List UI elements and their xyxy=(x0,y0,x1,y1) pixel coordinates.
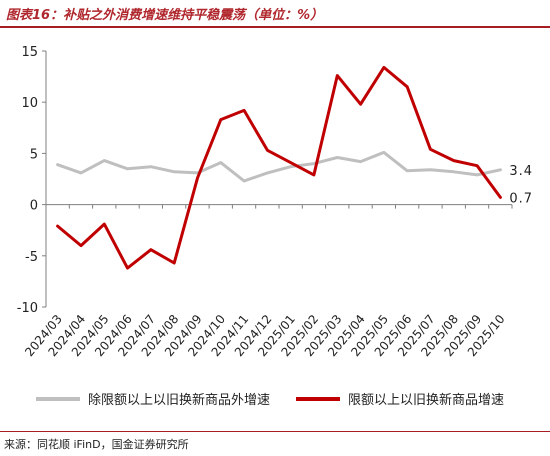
y-tick-label: -10 xyxy=(17,301,38,316)
series-layer xyxy=(56,65,502,270)
legend-swatch-tradein xyxy=(296,396,340,401)
source-note: 来源：同花顺 iFinD，国金证券研究所 xyxy=(4,438,189,451)
chart-axes: -10-50510152024/032024/042024/052024/062… xyxy=(17,45,513,359)
figure-title: 图表16：补贴之外消费增速维持平稳震荡（单位：%） xyxy=(6,8,324,23)
legend-item-tradein: 限额以上以旧换新商品增速 xyxy=(296,389,504,408)
top-rule xyxy=(0,26,550,28)
labels-layer: 3.4 0.7 xyxy=(509,164,533,207)
legend: 除限额以上以旧换新商品外增速 限额以上以旧换新商品增速 xyxy=(0,389,550,408)
series-line-tradein xyxy=(56,65,502,270)
bottom-rule xyxy=(0,431,550,432)
end-label-non-tradein: 3.4 xyxy=(509,164,533,179)
y-tick-label: 10 xyxy=(21,96,38,111)
series-line-non-tradein xyxy=(56,150,502,183)
y-tick-label: 0 xyxy=(30,199,38,214)
y-tick-label: -5 xyxy=(25,250,38,265)
legend-item-non-tradein: 除限额以上以旧换新商品外增速 xyxy=(36,389,270,408)
legend-label-tradein: 限额以上以旧换新商品增速 xyxy=(348,393,505,408)
legend-label-non-tradein: 除限额以上以旧换新商品外增速 xyxy=(88,393,271,408)
line-chart: -10-50510152024/032024/042024/052024/062… xyxy=(17,45,533,359)
legend-swatch-non-tradein xyxy=(36,396,80,401)
y-tick-label: 5 xyxy=(30,147,38,162)
end-label-tradein: 0.7 xyxy=(509,191,533,206)
y-tick-label: 15 xyxy=(21,45,38,60)
